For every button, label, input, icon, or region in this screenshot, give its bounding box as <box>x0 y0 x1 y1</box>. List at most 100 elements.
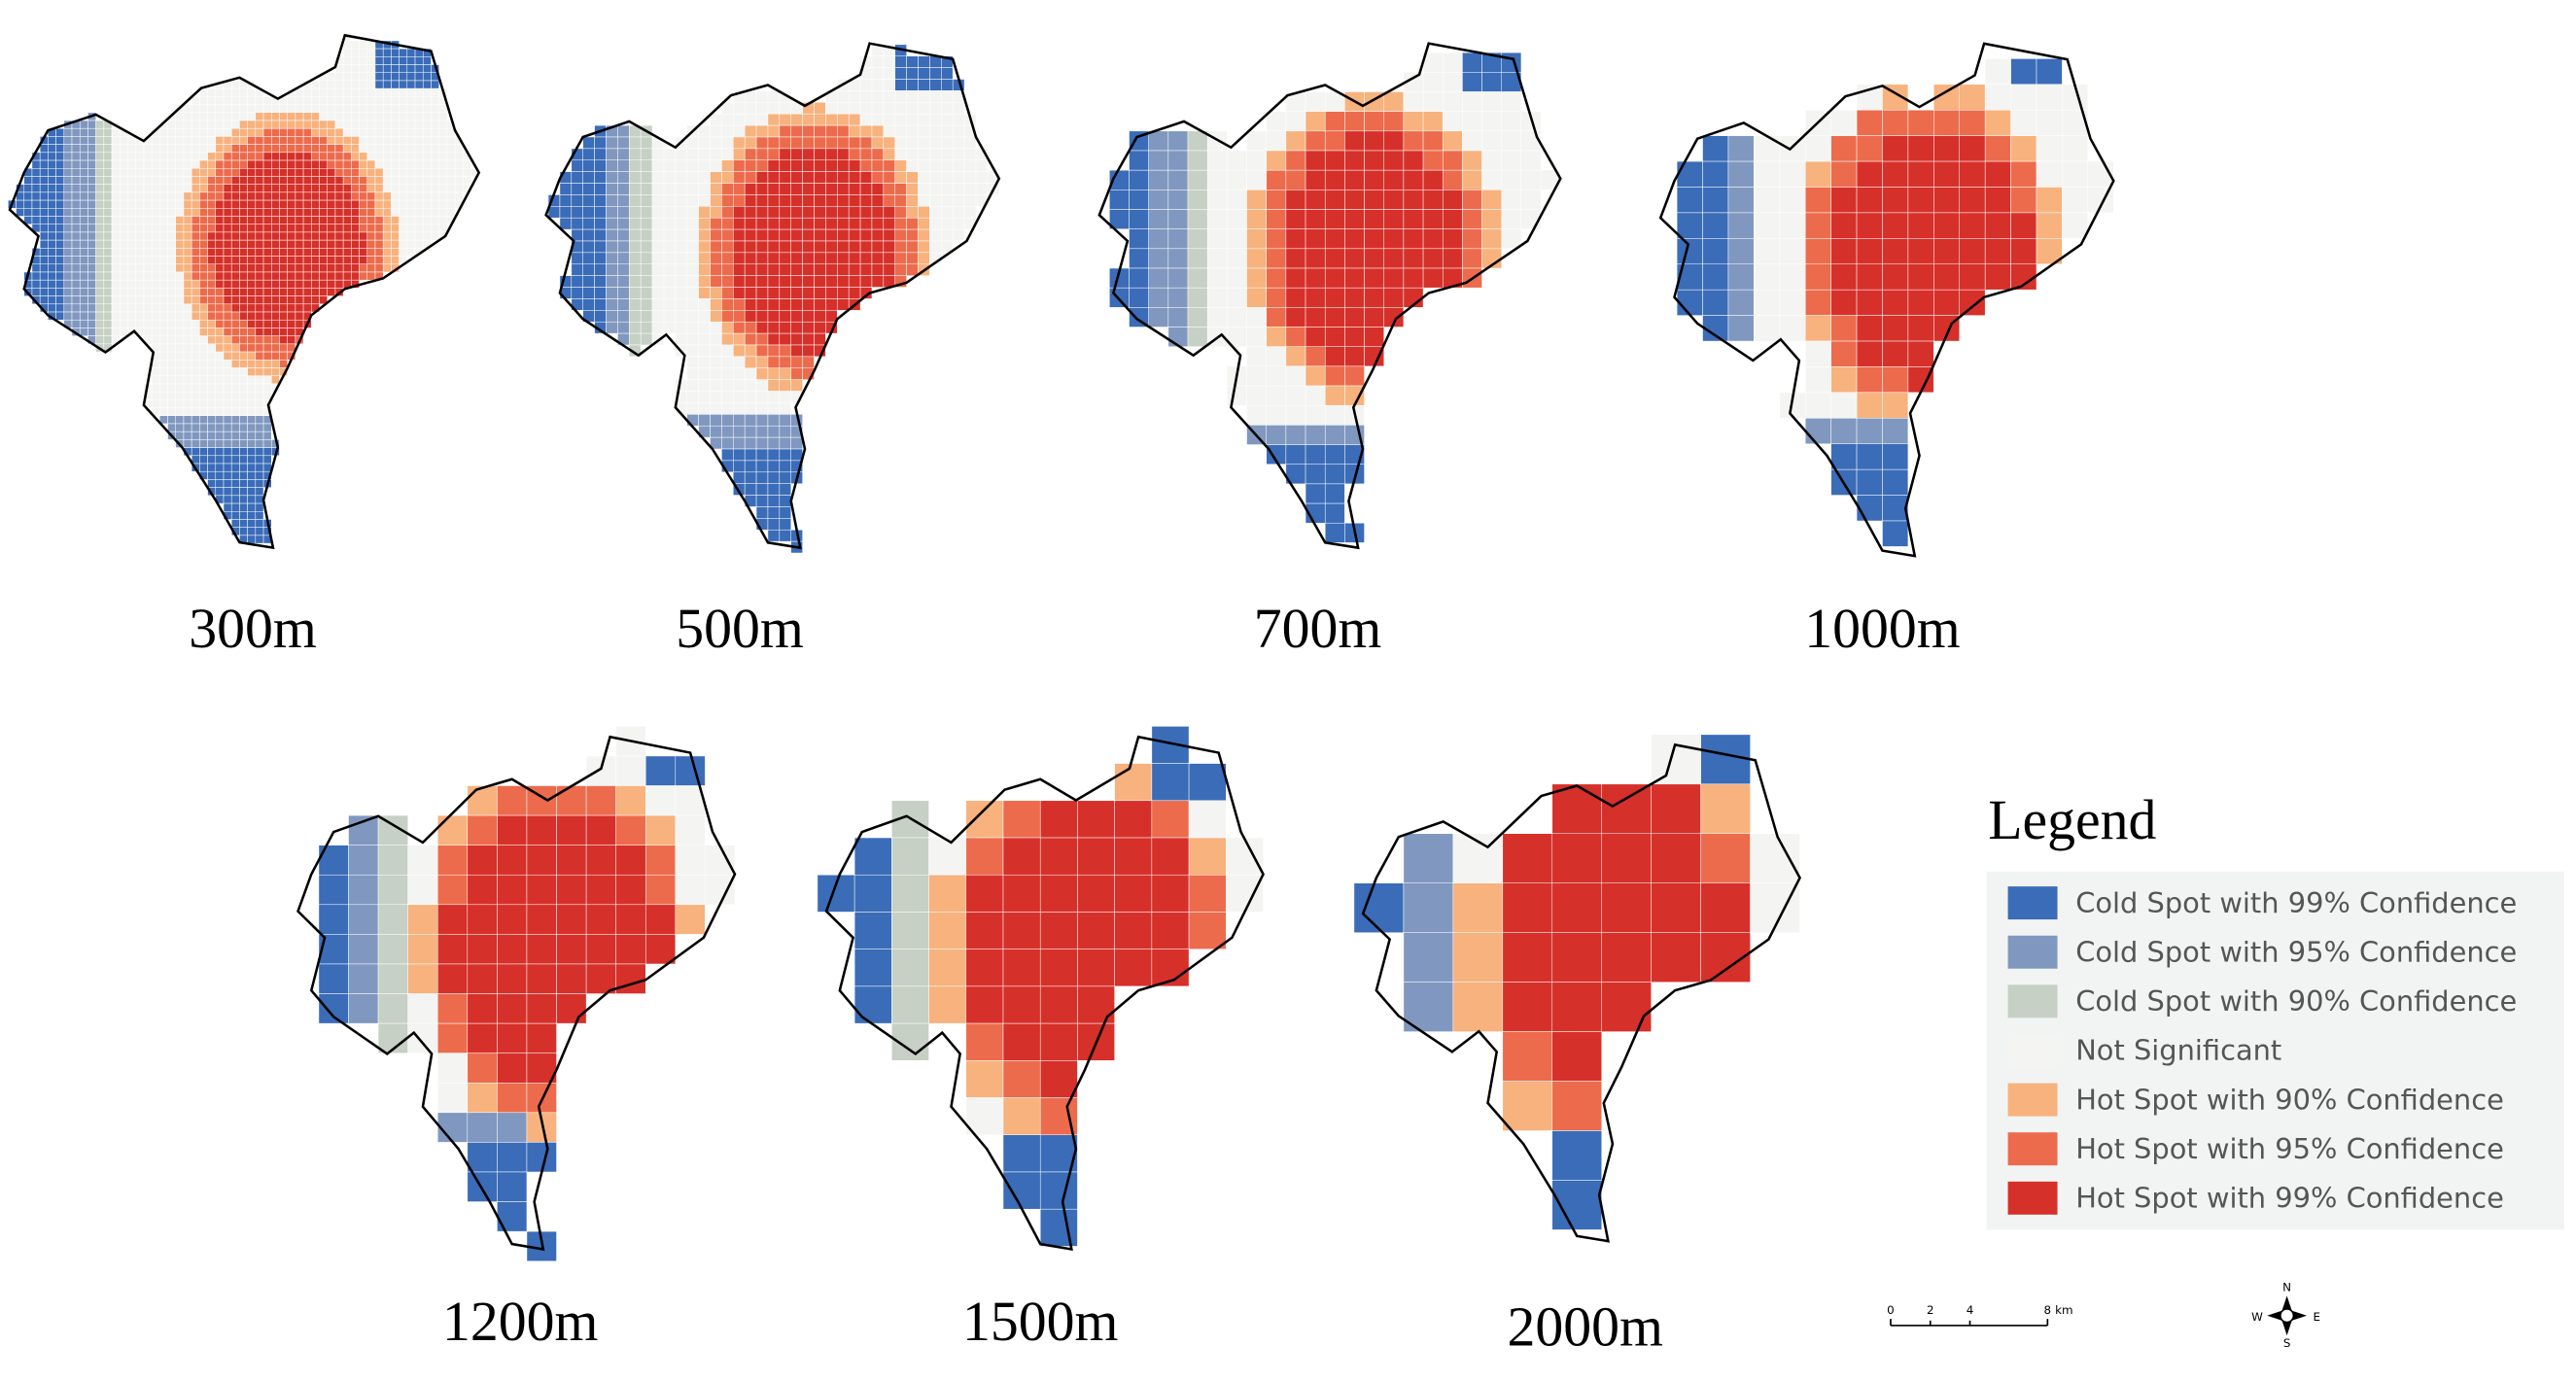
grid-cell <box>262 152 272 161</box>
grid-cell <box>374 104 384 114</box>
grid-cell <box>414 96 424 105</box>
grid-cell <box>547 206 561 219</box>
grid-cell <box>698 321 711 334</box>
grid-cell <box>262 136 272 145</box>
grid-cell <box>585 814 616 845</box>
grid-cell <box>399 184 408 193</box>
grid-cell <box>247 351 257 361</box>
grid-cell <box>191 144 200 154</box>
grid-cell <box>295 159 304 169</box>
grid-cell <box>883 55 895 68</box>
grid-cell <box>790 171 803 184</box>
grid-cell <box>629 206 642 219</box>
grid-cell <box>918 67 930 80</box>
grid-cell <box>255 239 264 249</box>
grid-cell <box>374 231 384 241</box>
grid-cell <box>2036 58 2063 86</box>
grid-cell <box>744 298 757 311</box>
grid-cell <box>103 288 113 296</box>
grid-cell <box>151 256 160 265</box>
grid-cell <box>348 993 379 1024</box>
grid-cell <box>79 288 88 296</box>
grid-cell <box>48 231 56 241</box>
grid-cell <box>1305 209 1326 229</box>
grid-cell <box>894 171 907 184</box>
grid-cell <box>1285 307 1306 328</box>
grid-cell <box>31 176 41 185</box>
grid-cell <box>767 391 781 403</box>
grid-cell <box>199 328 208 336</box>
grid-cell <box>223 288 232 296</box>
grid-cell <box>239 136 248 145</box>
grid-cell <box>342 224 352 233</box>
grid-cell <box>825 275 838 288</box>
grid-cell <box>431 87 439 97</box>
grid-cell <box>1285 267 1306 289</box>
grid-cell <box>120 288 128 296</box>
grid-cell <box>767 310 781 323</box>
grid-cell <box>374 224 384 233</box>
grid-cell <box>175 391 185 400</box>
grid-cell <box>871 102 885 115</box>
grid-cell <box>351 271 360 281</box>
grid-cell <box>1779 289 1806 316</box>
grid-cell <box>431 167 439 177</box>
grid-cell <box>1830 366 1858 394</box>
grid-cell <box>223 136 232 145</box>
grid-cell <box>151 399 160 408</box>
grid-cell <box>255 335 264 345</box>
grid-cell <box>127 199 136 209</box>
grid-cell <box>255 120 264 129</box>
grid-cell <box>302 279 312 289</box>
grid-cell <box>239 479 248 488</box>
grid-cell <box>1227 169 1247 190</box>
grid-cell <box>1481 72 1503 92</box>
grid-cell <box>247 470 257 480</box>
grid-cell <box>270 224 280 233</box>
grid-cell <box>270 303 280 313</box>
grid-cell <box>127 248 136 257</box>
grid-cell <box>698 298 711 311</box>
grid-cell <box>767 90 781 103</box>
grid-cell <box>686 310 699 323</box>
grid-cell <box>651 228 665 242</box>
grid-cell <box>438 159 448 169</box>
grid-cell <box>686 275 699 288</box>
grid-cell <box>790 148 803 161</box>
grid-cell <box>1933 160 1961 188</box>
grid-cell <box>79 319 88 328</box>
grid-cell <box>295 248 304 257</box>
grid-cell <box>1305 464 1326 485</box>
grid-cell <box>814 228 826 242</box>
grid-cell <box>1882 340 1909 367</box>
grid-cell <box>120 136 128 145</box>
grid-cell <box>207 360 217 368</box>
grid-cell <box>1246 267 1267 289</box>
grid-cell <box>1266 287 1287 308</box>
grid-cell <box>1830 263 1858 291</box>
grid-cell <box>744 287 757 299</box>
grid-cell <box>733 332 746 346</box>
grid-cell <box>215 311 225 321</box>
grid-cell <box>1754 263 1781 291</box>
grid-cell <box>422 208 432 217</box>
grid-cell <box>1422 91 1444 112</box>
grid-cell <box>111 303 121 313</box>
grid-cell <box>382 72 392 82</box>
grid-cell <box>802 113 815 126</box>
grid-cell <box>1285 365 1306 387</box>
grid-cell <box>686 206 699 219</box>
grid-cell <box>431 104 439 114</box>
grid-cell <box>779 287 791 299</box>
grid-cell <box>175 159 185 169</box>
grid-cell <box>167 328 176 336</box>
grid-cell <box>1002 912 1041 949</box>
grid-cell <box>302 152 312 161</box>
grid-cell <box>585 963 616 994</box>
grid-cell <box>87 279 96 289</box>
grid-cell <box>199 271 208 281</box>
grid-cell <box>143 208 153 217</box>
grid-cell <box>247 447 257 457</box>
grid-cell <box>183 104 192 114</box>
grid-cell <box>1856 443 1883 470</box>
